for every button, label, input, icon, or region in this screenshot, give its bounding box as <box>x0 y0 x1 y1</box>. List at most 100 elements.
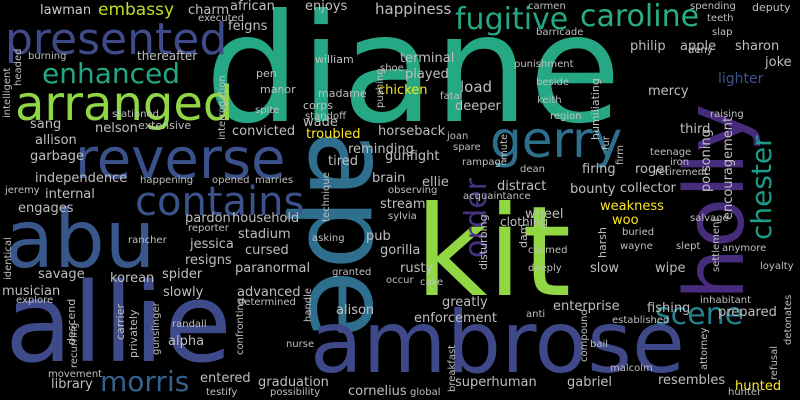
word-advanced: advanced <box>237 285 301 300</box>
word-poisoning: poisoning <box>699 129 714 192</box>
word-charm: charm <box>188 3 230 18</box>
word-madame: madame <box>318 87 367 100</box>
word-asking: asking <box>312 233 345 244</box>
word-library: library <box>51 377 93 392</box>
word-korean: korean <box>110 271 155 286</box>
word-graduation: graduation <box>258 375 329 390</box>
word-determined: determined <box>238 297 296 308</box>
word-william: william <box>315 53 354 66</box>
word-inhabitant: inhabitant <box>700 295 752 306</box>
word-morris: morris <box>100 365 190 398</box>
word-enterprise: enterprise <box>553 299 620 314</box>
word-testify: testify <box>206 387 238 398</box>
word-handle: handle <box>303 287 314 322</box>
word-brain: brain <box>372 171 406 186</box>
word-spending: spending <box>690 1 736 12</box>
word-attorney: attorney <box>699 327 710 370</box>
word-mercy: mercy <box>648 84 689 99</box>
word-firing: firing <box>582 162 616 177</box>
word-deeper: deeper <box>455 99 501 114</box>
word-load: load <box>460 78 493 96</box>
word-established: established <box>612 315 670 326</box>
word-gerry: gerry <box>490 111 623 169</box>
word-savage: savage <box>38 267 85 282</box>
word-slap: slap <box>712 27 733 38</box>
word-stadium: stadium <box>238 227 291 242</box>
word-sylvia: sylvia <box>388 211 417 222</box>
word-teeth: teeth <box>707 13 734 24</box>
word-enhanced: enhanced <box>42 57 181 90</box>
word-wade: wade <box>303 115 338 130</box>
word-interrogation: interrogation <box>217 75 228 140</box>
word-observing: observing <box>388 185 438 196</box>
word-resembles: resembles <box>658 373 726 388</box>
word-convicted: convicted <box>232 124 296 139</box>
word-manor: manor <box>260 83 296 96</box>
word-refusal: refusal <box>769 345 780 380</box>
word-allie: allie <box>5 259 232 387</box>
word-internal: internal <box>45 187 95 202</box>
word-apple: apple <box>680 39 717 54</box>
word-alpha: alpha <box>168 334 205 349</box>
word-paranormal: paranormal <box>235 261 311 276</box>
word-troubled: troubled <box>306 127 361 142</box>
word-executed: executed <box>198 13 244 24</box>
word-wipe: wipe <box>655 261 686 276</box>
word-bail: bail <box>590 339 609 350</box>
word-nurse: nurse <box>286 339 315 350</box>
word-slowly: slowly <box>163 285 204 300</box>
word-anymore: anymore <box>722 243 767 254</box>
word-slept: slept <box>676 241 701 252</box>
word-wheel: wheel <box>525 207 564 222</box>
word-kit: kit <box>415 180 572 325</box>
word-pen: pen <box>256 67 277 80</box>
word-enforcement: enforcement <box>414 311 497 326</box>
word-recurring: recurring <box>69 322 80 368</box>
word-movement: movement <box>48 369 103 380</box>
word-joke: joke <box>765 55 792 70</box>
word-greatly: greatly <box>442 295 488 310</box>
word-african: african <box>230 0 275 14</box>
word-breakfast: breakfast <box>447 344 458 392</box>
word-woo: woo <box>612 213 639 228</box>
word-iron: iron <box>670 157 690 168</box>
word-buried: buried <box>622 227 655 238</box>
word-deny: deny <box>688 45 713 56</box>
word-jeremy: jeremy <box>5 185 40 196</box>
word-explore: explore <box>16 295 54 306</box>
word-allison: allison <box>35 133 77 148</box>
word-beside: beside <box>536 77 569 88</box>
word-collector: collector <box>620 181 676 196</box>
word-embassy: embassy <box>98 0 175 20</box>
word-spite: spite <box>255 105 280 116</box>
word-opened: opened <box>212 175 250 186</box>
word-loyalty: loyalty <box>760 261 794 272</box>
word-deeply: deeply <box>528 263 562 274</box>
word-global: global <box>410 387 441 398</box>
word-nelson: nelson <box>95 121 138 136</box>
word-intelligent: intelligent <box>2 67 13 118</box>
word-ellie: ellie <box>422 175 449 190</box>
word-dean: dean <box>520 164 545 175</box>
word-pardon: pardon <box>185 211 231 226</box>
word-raising: raising <box>710 109 744 120</box>
word-spider: spider <box>162 267 203 282</box>
word-superhuman: superhuman <box>455 375 537 390</box>
word-encouragement: encouragement <box>721 116 736 220</box>
word-wayne: wayne <box>620 241 653 252</box>
word-stream: stream <box>380 197 426 212</box>
word-third: third <box>680 122 711 137</box>
word-settlement: settlement <box>711 217 722 272</box>
word-feigns: feigns <box>228 19 268 34</box>
word-rampage: rampage <box>462 157 507 168</box>
word-independence: independence <box>35 171 128 186</box>
word-carrier: carrier <box>114 304 127 340</box>
word-firm: firm <box>615 145 626 165</box>
word-granted: granted <box>332 267 372 278</box>
word-reporter: reporter <box>188 223 229 234</box>
word-retirement: retirement <box>655 167 708 178</box>
word-sang: sang <box>30 117 62 132</box>
word-detonates: detonates <box>783 294 794 345</box>
word-burning: burning <box>28 51 67 62</box>
word-fatal: fatal <box>440 91 463 102</box>
